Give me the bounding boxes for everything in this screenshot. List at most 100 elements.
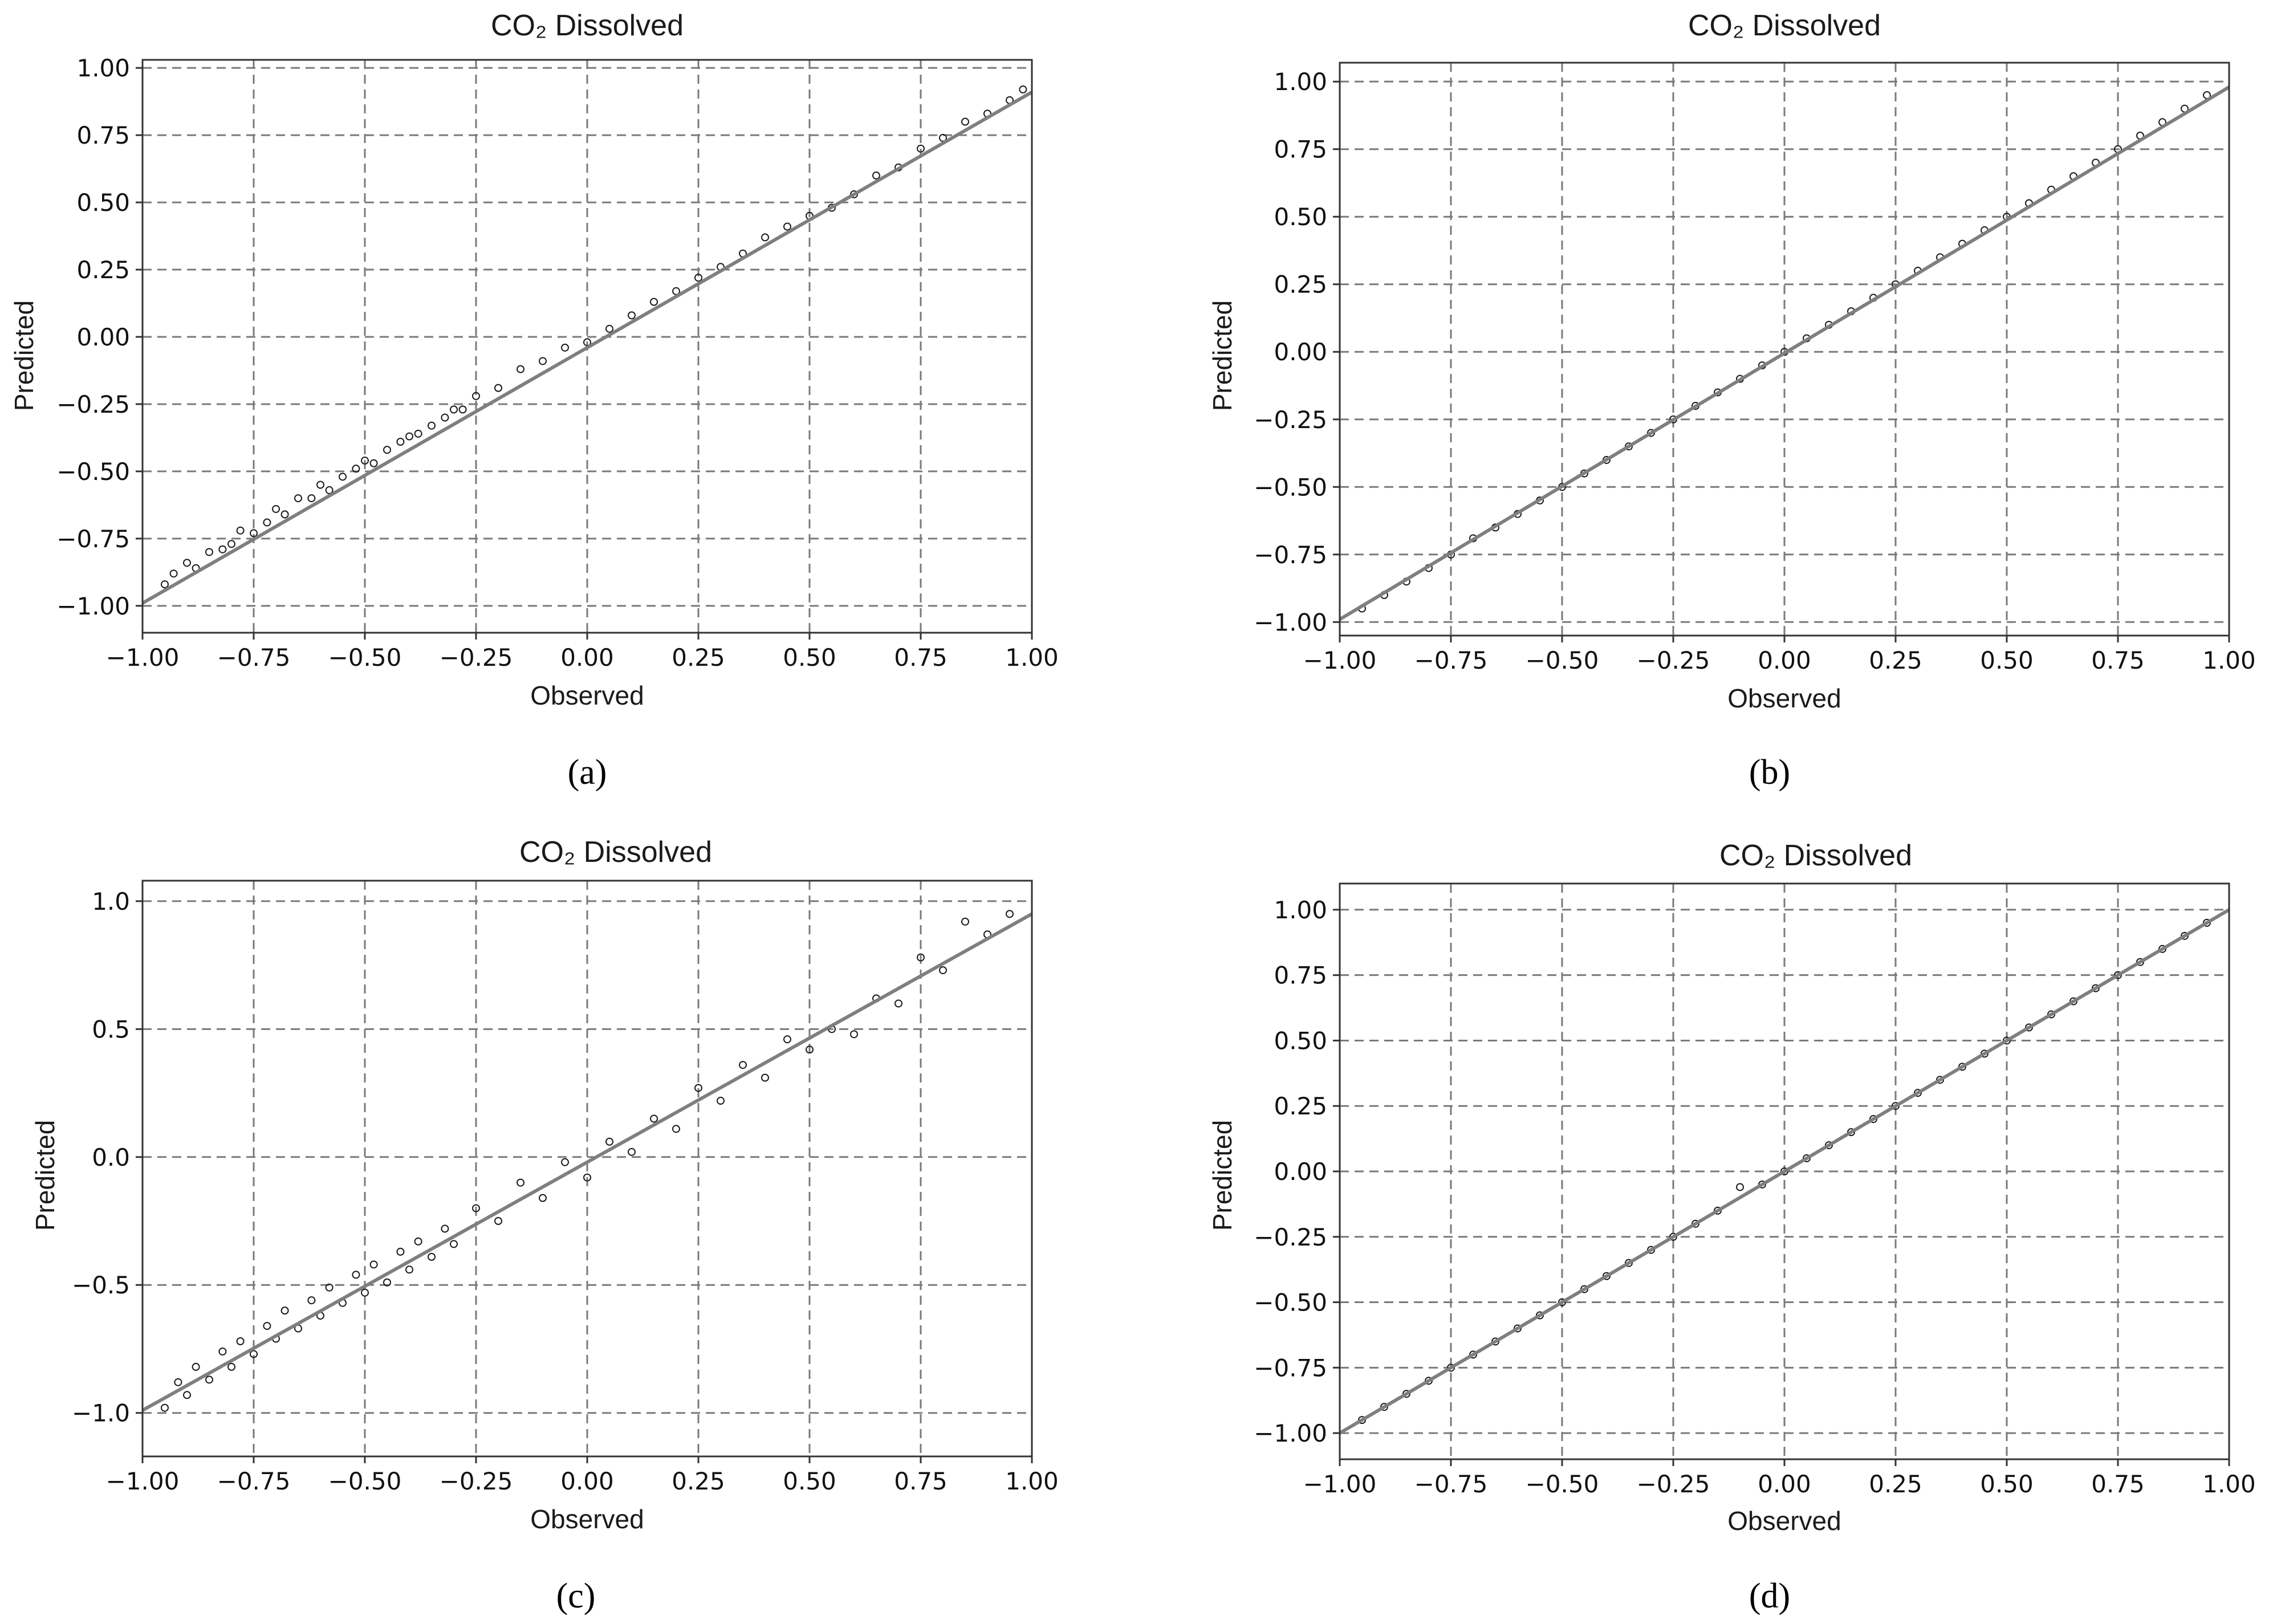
panel-a-ytick-label-5: 0.25 xyxy=(76,256,130,284)
panel-c-point-38 xyxy=(717,1097,725,1105)
panel-a-fit xyxy=(141,91,1033,605)
panel-a-point-42 xyxy=(783,222,791,231)
panel-c-point-51 xyxy=(1006,910,1014,918)
panel-d-fit-line xyxy=(1339,908,2230,1435)
panel-a-ytick-label-6: 0.50 xyxy=(76,189,130,217)
panel-b-title: CO₂ Dissolved xyxy=(1688,9,1881,42)
panel-d-point-3 xyxy=(1425,1377,1433,1385)
panel-a-point-1 xyxy=(169,569,178,578)
panel-c-point-8 xyxy=(250,1350,258,1358)
panel-a-xlabel: Observed xyxy=(530,681,644,710)
panel-c-ytick-label-0: −1.0 xyxy=(72,1399,130,1427)
panel-d-point-6 xyxy=(1491,1337,1499,1346)
panel-a-xtick-label-4: 0.00 xyxy=(560,644,614,671)
panel-c-xtick-label-0: −1.00 xyxy=(106,1467,180,1495)
panel-a-point-26 xyxy=(450,405,458,414)
panel-c-point-46 xyxy=(894,999,902,1008)
panel-c-point-33 xyxy=(605,1137,613,1146)
panel-d-point-13 xyxy=(1647,1246,1655,1254)
panel-d-point-20 xyxy=(1803,1154,1811,1163)
panel-a-point-31 xyxy=(539,357,547,365)
panel-a-point-53 xyxy=(1019,85,1027,93)
panel-a-point-16 xyxy=(339,473,347,481)
panel-d-point-8 xyxy=(1536,1311,1544,1320)
panel-d-ylabel: Predicted xyxy=(1207,1120,1237,1231)
panel-c-caption: (c) xyxy=(556,1577,596,1615)
panel-c-ticks: −1.00 −0.75 −0.50 −0.25 0.00 0.25 0.50 0.75 1.00… xyxy=(72,888,1059,1495)
panel-d-point-24 xyxy=(1892,1102,1900,1110)
panel-c: CO₂ Dissolved −1.00 −0.75 −0.50 −0.25 0.00 0.… xyxy=(30,836,1059,1615)
panel-c-point-5 xyxy=(218,1347,227,1356)
panel-c-point-0 xyxy=(161,1403,169,1412)
panel-a-ytick-label-1: −0.75 xyxy=(56,525,130,553)
panel-c-point-4 xyxy=(205,1375,213,1384)
panel-c-xtick-label-7: 0.75 xyxy=(894,1467,948,1495)
panel-a-caption: (a) xyxy=(568,753,607,792)
panel-c-xtick-label-3: −0.25 xyxy=(440,1467,513,1495)
panel-a-point-10 xyxy=(272,504,280,513)
panel-c-ytick-label-3: 0.5 xyxy=(92,1015,130,1043)
panel-c-point-9 xyxy=(263,1322,271,1330)
panel-c-point-35 xyxy=(650,1114,658,1123)
panel-d-caption: (d) xyxy=(1749,1577,1790,1615)
panel-d-point-16 xyxy=(1714,1206,1722,1215)
panel-b: CO₂ Dissolved −1.00 −0.75 −0.50 −0.25 0.00 0.… xyxy=(1207,9,2256,792)
panel-a-point-18 xyxy=(361,457,369,465)
panel-d-ytick-label-2: −0.50 xyxy=(1254,1289,1327,1317)
panel-d-xtick-label-3: −0.25 xyxy=(1637,1470,1710,1498)
panel-a-point-27 xyxy=(458,405,467,414)
panel-c-point-23 xyxy=(414,1237,422,1246)
panel-a-point-9 xyxy=(263,518,271,527)
panel-b-ytick-label-8: 1.00 xyxy=(1274,68,1327,96)
panel-d-ytick-label-0: −1.00 xyxy=(1254,1419,1327,1447)
panel-a-point-48 xyxy=(917,144,925,153)
panel-c-ytick-label-1: −0.5 xyxy=(72,1271,130,1299)
panel-d-xlabel: Observed xyxy=(1727,1506,1841,1536)
panel-a-point-12 xyxy=(294,494,302,503)
panel-a-point-7 xyxy=(236,526,245,535)
panel-d-point-27 xyxy=(1958,1063,1966,1071)
panel-a-ticks: −1.00 −0.75 −0.50 −0.25 0.00 0.25 0.50 0.75 1.00… xyxy=(56,54,1058,671)
panel-d-point-18 xyxy=(1758,1180,1766,1189)
panel-b-xtick-label-7: 0.75 xyxy=(2091,646,2145,674)
panel-c-xtick-label-4: 0.00 xyxy=(560,1467,614,1495)
panel-c-point-11 xyxy=(280,1306,289,1315)
panel-d-fit xyxy=(1339,908,2230,1435)
panel-c-point-19 xyxy=(369,1260,378,1269)
panel-b-caption: (b) xyxy=(1749,753,1790,792)
panel-a-point-50 xyxy=(961,117,969,126)
panel-d-point-35 xyxy=(2136,958,2144,966)
panel-b-xtick-label-3: −0.25 xyxy=(1637,646,1710,674)
panel-d-ytick-label-8: 1.00 xyxy=(1274,896,1327,924)
panel-b-xtick-label-6: 0.50 xyxy=(1980,646,2034,674)
panel-c-point-27 xyxy=(472,1204,480,1212)
panel-c-point-44 xyxy=(850,1030,858,1039)
panel-c-point-20 xyxy=(383,1278,391,1287)
panel-d-point-21 xyxy=(1825,1141,1833,1150)
panel-c-grid xyxy=(143,881,1032,1456)
panel-b-ylabel: Predicted xyxy=(1207,300,1237,411)
panel-a-point-11 xyxy=(280,510,289,519)
panel-d-point-11 xyxy=(1603,1272,1611,1280)
panel-d-point-23 xyxy=(1869,1115,1877,1124)
panel-a-xtick-label-0: −1.00 xyxy=(106,644,180,671)
panel-b-ytick-label-2: −0.50 xyxy=(1254,473,1327,501)
panel-a-ytick-label-8: 1.00 xyxy=(76,54,130,82)
panel-a-ytick-label-0: −1.00 xyxy=(56,592,130,620)
panel-c-point-17 xyxy=(352,1271,360,1279)
panel-a-point-25 xyxy=(441,413,449,422)
panel-a-point-36 xyxy=(650,298,658,306)
panel-d-point-31 xyxy=(2047,1010,2055,1019)
panel-d-ticks: −1.00 −0.75 −0.50 −0.25 0.00 0.25 0.50 0.75 1.00… xyxy=(1254,896,2255,1498)
panel-a-point-29 xyxy=(494,384,502,392)
panel-d-point-25 xyxy=(1914,1089,1922,1097)
panel-a-point-13 xyxy=(307,494,316,503)
panel-c-ytick-label-4: 1.0 xyxy=(92,888,130,915)
panel-c-fit-line xyxy=(141,912,1033,1412)
panel-c-point-40 xyxy=(761,1073,769,1082)
panel-d-point-36 xyxy=(2158,945,2166,953)
panel-a-point-24 xyxy=(428,421,436,430)
panel-a-point-35 xyxy=(628,311,636,320)
panel-b-ticks: −1.00 −0.75 −0.50 −0.25 0.00 0.25 0.50 0.75 1.00… xyxy=(1254,68,2255,674)
panel-d-point-5 xyxy=(1469,1350,1477,1359)
